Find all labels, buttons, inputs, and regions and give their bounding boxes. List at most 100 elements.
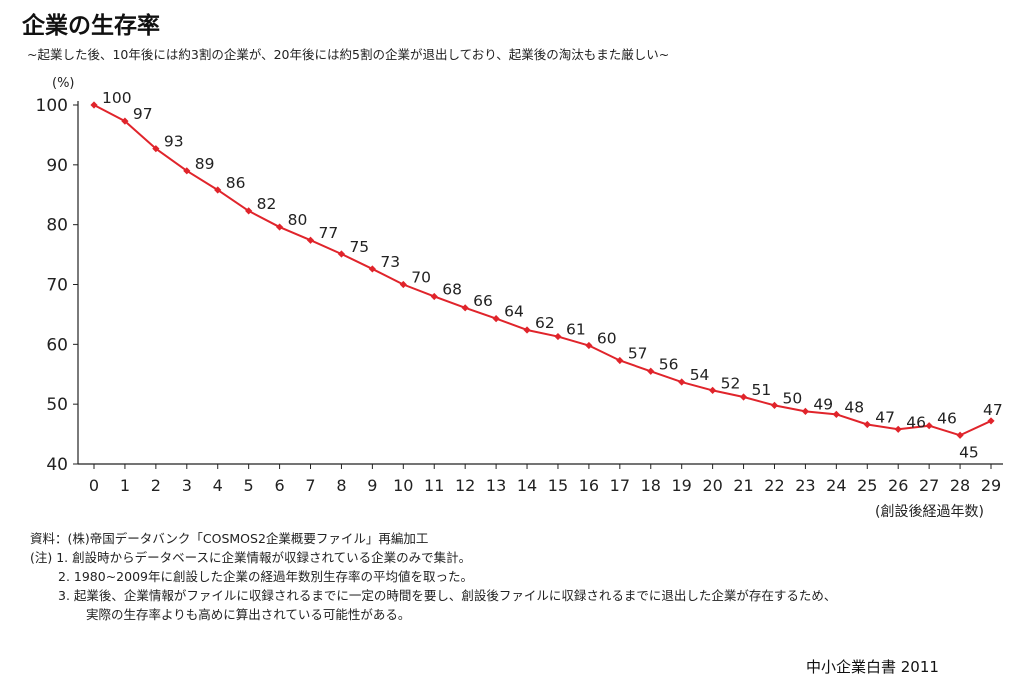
- data-point: [245, 207, 253, 215]
- data-label: 73: [380, 253, 400, 271]
- data-label: 54: [690, 366, 710, 384]
- note-3: 3. 起業後、企業情報がファイルに収録されるまでに一定の時間を要し、創設後ファイ…: [58, 588, 837, 603]
- data-point: [956, 431, 964, 439]
- x-tick-label: 29: [981, 476, 1001, 495]
- data-label: 75: [349, 238, 369, 256]
- notes-block: 資料：(株)帝国データバンク「COSMOS2企業概要ファイル」再編加工 (注) …: [30, 529, 836, 624]
- x-tick-label: 0: [89, 476, 99, 495]
- data-label: 82: [257, 195, 277, 213]
- data-point: [90, 101, 98, 109]
- data-point: [894, 425, 902, 433]
- data-label: 61: [566, 321, 586, 339]
- data-label: 56: [659, 355, 679, 373]
- data-point: [306, 236, 315, 244]
- x-tick-label: 18: [641, 476, 661, 495]
- publisher-credit: 中小企業白書 2011: [806, 658, 939, 676]
- data-label: 48: [844, 398, 864, 416]
- data-points: [90, 101, 995, 439]
- x-tick-label: 1: [120, 476, 130, 495]
- data-label: 70: [411, 269, 431, 287]
- data-label: 60: [597, 330, 617, 348]
- x-tick-label: 16: [579, 476, 599, 495]
- data-label: 64: [504, 303, 524, 321]
- data-label: 62: [535, 314, 555, 332]
- x-tick-label: 17: [610, 476, 630, 495]
- data-point: [461, 304, 469, 312]
- data-point: [368, 265, 376, 273]
- data-point: [647, 367, 655, 375]
- data-point: [801, 407, 810, 415]
- y-tick-label: 40: [46, 455, 68, 475]
- x-tick-label: 27: [919, 476, 939, 495]
- x-tick-label: 28: [950, 476, 970, 495]
- y-tick-label: 50: [46, 395, 68, 415]
- x-tick-label: 26: [888, 476, 908, 495]
- data-point: [585, 341, 593, 350]
- data-point: [275, 223, 284, 231]
- data-label: 45: [959, 443, 979, 461]
- data-label: 66: [473, 292, 493, 310]
- y-tick-label: 70: [46, 276, 68, 296]
- x-tick-label: 11: [424, 476, 444, 495]
- series-line: [93, 104, 992, 437]
- data-label: 49: [813, 395, 833, 413]
- y-tick-label: 80: [46, 216, 68, 236]
- x-tick-label: 14: [517, 476, 537, 495]
- data-label: 47: [875, 409, 895, 427]
- note-2: 2. 1980~2009年に創設した企業の経過年数別生存率の平均値を取った。: [58, 569, 473, 584]
- data-label: 51: [752, 381, 772, 399]
- data-label: 86: [226, 174, 246, 192]
- data-label: 52: [721, 374, 741, 392]
- x-tick-label: 12: [455, 476, 475, 495]
- y-tick-label: 100: [36, 96, 68, 116]
- y-axis-ticks: 40 50 60 70 80 90 100: [36, 96, 78, 475]
- y-axis-unit: (%): [52, 76, 75, 91]
- x-tick-label: 2: [151, 476, 161, 495]
- data-point: [770, 401, 779, 409]
- x-tick-label: 20: [702, 476, 722, 495]
- data-point: [399, 280, 407, 289]
- series-survival-rate: [93, 104, 992, 437]
- x-tick-label: 13: [486, 476, 506, 495]
- data-label: 77: [319, 224, 339, 242]
- x-axis-ticks: 0 1 2 3 4 5 6 7 8 9 10 11 12 13 14 15 16 17 18 19 20 21 22 23 24…: [89, 464, 1001, 495]
- x-tick-label: 10: [393, 476, 413, 495]
- data-label: 68: [442, 280, 462, 298]
- source-note: 資料：(株)帝国データバンク「COSMOS2企業概要ファイル」再編加工: [30, 531, 429, 546]
- data-label: 93: [164, 133, 184, 151]
- data-point: [832, 410, 840, 418]
- x-tick-label: 3: [182, 476, 192, 495]
- data-point: [678, 378, 686, 386]
- x-tick-label: 22: [764, 476, 784, 495]
- data-point: [121, 117, 129, 125]
- data-point: [554, 332, 562, 341]
- data-label: 46: [906, 413, 926, 431]
- data-point: [739, 393, 748, 401]
- data-label: 46: [937, 410, 957, 428]
- data-point: [987, 417, 995, 425]
- chart-axes: [77, 101, 1003, 465]
- chart-subtitle: ~起業した後、10年後には約3割の企業が、20年後には約5割の企業が退出しており…: [27, 47, 670, 62]
- x-tick-label: 15: [548, 476, 568, 495]
- data-point: [616, 356, 624, 365]
- x-axis-unit: (創設後経過年数): [875, 504, 984, 520]
- y-tick-label: 90: [46, 156, 68, 176]
- data-label: 47: [983, 401, 1003, 419]
- y-tick-label: 60: [46, 335, 68, 355]
- data-point: [152, 145, 160, 153]
- x-tick-label: 23: [795, 476, 815, 495]
- x-tick-label: 21: [733, 476, 753, 495]
- data-point: [863, 420, 871, 429]
- data-point: [337, 250, 346, 258]
- chart-title: 企業の生存率: [22, 13, 160, 39]
- note-3-continued: 実際の生存率よりも高めに算出されている可能性がある。: [86, 607, 411, 622]
- x-tick-label: 4: [213, 476, 223, 495]
- x-tick-label: 25: [857, 476, 877, 495]
- data-point: [523, 326, 531, 334]
- x-tick-label: 19: [672, 476, 692, 495]
- x-tick-label: 9: [367, 476, 377, 495]
- data-point: [492, 315, 500, 323]
- x-tick-label: 24: [826, 476, 846, 495]
